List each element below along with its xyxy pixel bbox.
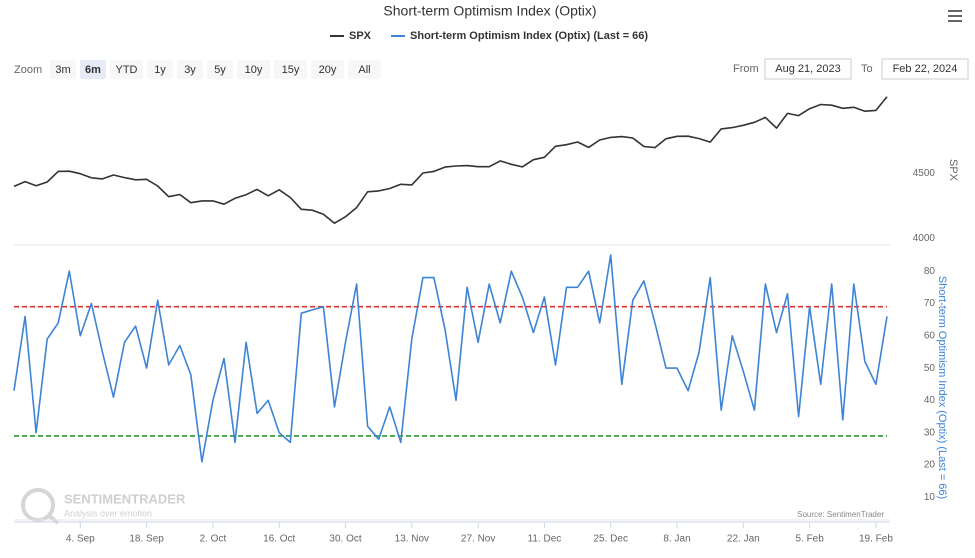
zoom-button[interactable]	[311, 60, 344, 79]
x-tick-label: 18. Sep	[129, 534, 164, 545]
menu-button[interactable]	[944, 6, 966, 26]
x-tick-label: 11. Dec	[528, 534, 562, 545]
from-input[interactable]	[764, 58, 852, 80]
series-line	[13, 254, 888, 463]
y-tick-label: 50	[924, 363, 936, 374]
zoom-button[interactable]	[207, 60, 233, 79]
to-input[interactable]	[881, 58, 969, 80]
zoom-button-label: YTD	[116, 64, 138, 76]
menu-bar	[948, 20, 962, 22]
y-tick-label: 20	[924, 460, 936, 471]
zoom-button-label: 20y	[319, 64, 337, 76]
x-tick-label: 13. Nov	[395, 534, 429, 545]
legend-label: SPX	[349, 30, 372, 42]
x-tick-label: 22. Jan	[727, 534, 760, 545]
from-label: From	[733, 63, 759, 75]
zoom-button-label: 6m	[85, 64, 101, 76]
legend-label: Short-term Optimism Index (Optix) (Last …	[410, 30, 648, 42]
zoom-button-label: 5y	[214, 64, 226, 76]
watermark-text: SENTIMENTRADER	[64, 491, 186, 506]
x-tick-label: 25. Dec	[593, 534, 627, 545]
zoom-label: Zoom	[14, 64, 42, 76]
y-axis-title: Short-term Optimism Index (Optix) (Last …	[936, 276, 948, 499]
zoom-button-label: 10y	[245, 64, 263, 76]
zoom-button-label: 3m	[55, 64, 70, 76]
zoom-button[interactable]	[237, 60, 270, 79]
x-tick-label: 19. Feb	[859, 534, 893, 545]
x-tick-label: 8. Jan	[663, 534, 690, 545]
y-tick-label: 4000	[913, 233, 936, 244]
menu-bar	[948, 15, 962, 17]
chart-title: Short-term Optimism Index (Optix)	[383, 3, 596, 19]
zoom-button[interactable]	[348, 60, 381, 79]
y-tick-label: 30	[924, 427, 936, 438]
zoom-button-label: 15y	[282, 64, 300, 76]
x-tick-label: 30. Oct	[329, 534, 361, 545]
x-tick-label: 27. Nov	[461, 534, 495, 545]
zoom-button[interactable]	[177, 60, 203, 79]
zoom-button-label: 3y	[184, 64, 196, 76]
y-tick-label: 10	[924, 492, 936, 503]
y-tick-label: 60	[924, 330, 936, 341]
menu-bar	[948, 10, 962, 12]
to-value: Feb 22, 2024	[893, 63, 958, 75]
y-tick-label: 4500	[913, 168, 936, 179]
y-tick-label: 80	[924, 266, 936, 277]
x-tick-label: 5. Feb	[795, 534, 824, 545]
x-tick-label: 4. Sep	[66, 534, 95, 545]
zoom-button[interactable]	[50, 60, 76, 79]
y-axis-title: SPX	[947, 159, 959, 182]
zoom-button[interactable]	[80, 60, 106, 79]
y-tick-label: 40	[924, 395, 936, 406]
zoom-button[interactable]	[274, 60, 307, 79]
zoom-button-label: All	[358, 64, 370, 76]
zoom-button-label: 1y	[154, 64, 166, 76]
x-tick-label: 2. Oct	[200, 534, 227, 545]
zoom-button[interactable]	[147, 60, 173, 79]
watermark-tagline: Analysis over emotion	[64, 508, 152, 518]
y-tick-label: 70	[924, 298, 936, 309]
from-value: Aug 21, 2023	[775, 63, 840, 75]
to-label: To	[861, 63, 873, 75]
zoom-button[interactable]	[110, 60, 143, 79]
x-tick-label: 16. Oct	[263, 534, 295, 545]
series-line	[13, 96, 888, 224]
credits: Source: SentimenTrader	[797, 510, 884, 519]
watermark: SENTIMENTRADER Analysis over emotion	[21, 488, 186, 525]
